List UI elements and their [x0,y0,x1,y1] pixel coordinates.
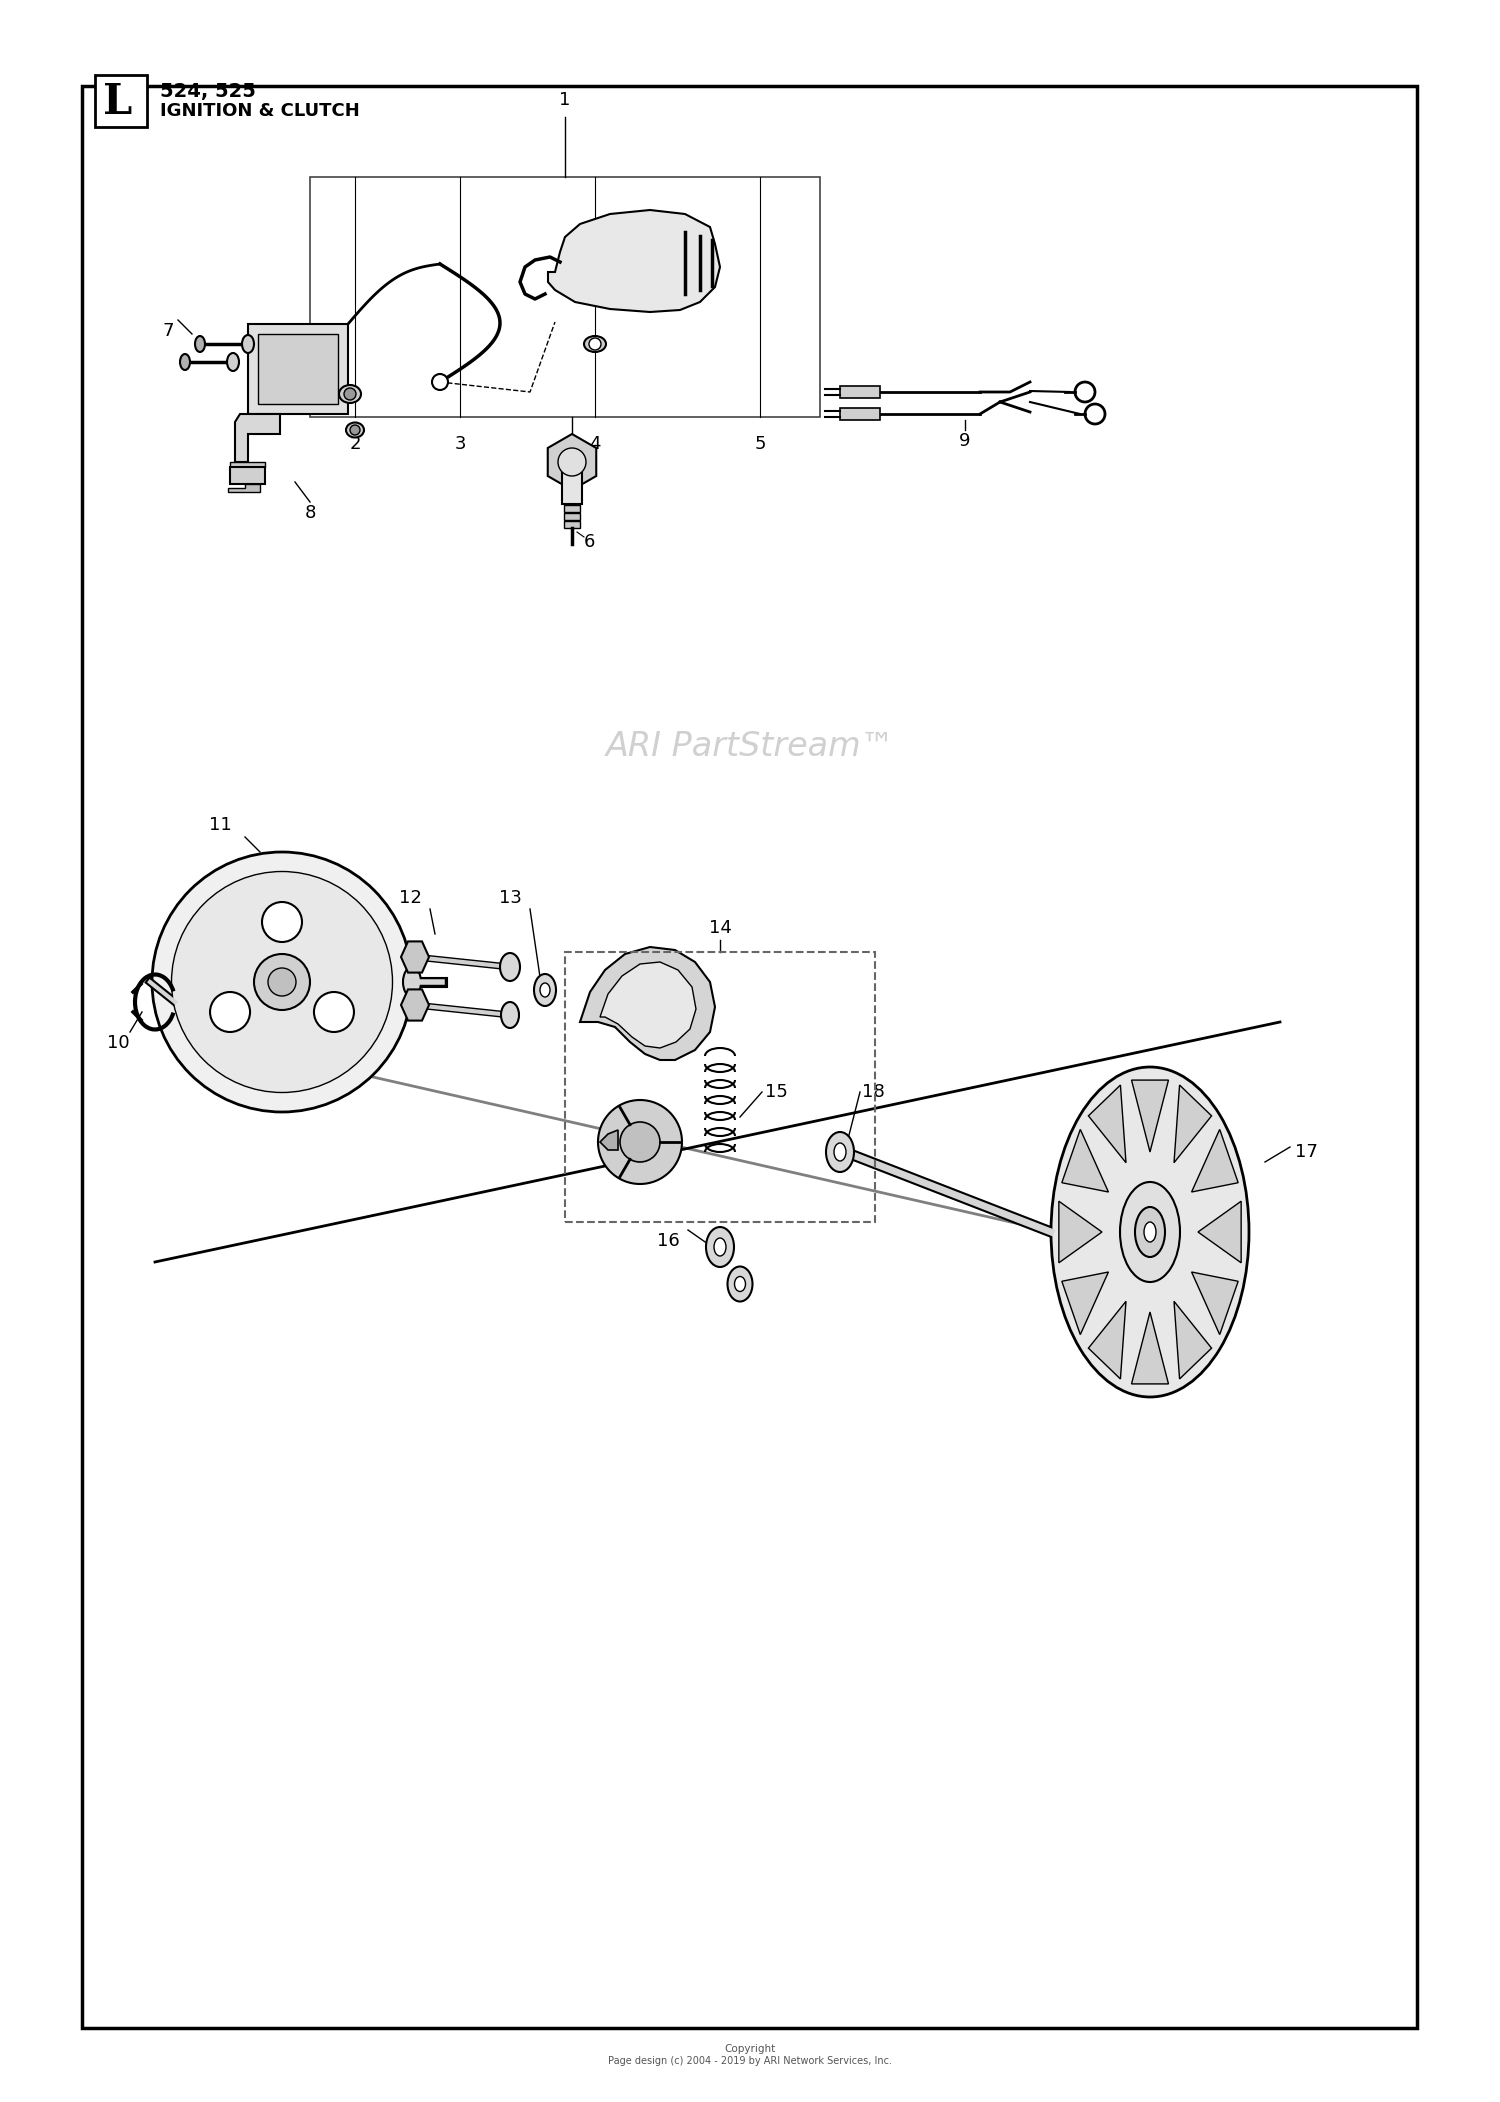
Text: 13: 13 [498,889,522,906]
Polygon shape [1062,1272,1108,1335]
Ellipse shape [1136,1207,1166,1257]
Text: 6: 6 [584,534,596,551]
Bar [310,177,821,416]
Bar [564,521,580,528]
Text: 9: 9 [960,433,970,450]
Polygon shape [1174,1301,1212,1379]
Text: 5: 5 [754,435,765,454]
Circle shape [152,851,412,1112]
Polygon shape [236,414,280,462]
Bar [564,513,580,519]
Text: 18: 18 [862,1083,885,1101]
Ellipse shape [242,334,254,353]
Bar [564,504,580,513]
Circle shape [268,969,296,996]
Ellipse shape [735,1276,746,1291]
Bar [840,387,880,397]
Polygon shape [1062,1129,1108,1192]
Ellipse shape [706,1228,734,1268]
Bar [840,408,880,420]
Text: 14: 14 [708,919,732,937]
Text: ARI PartStream™: ARI PartStream™ [606,731,894,763]
Polygon shape [1089,1085,1126,1162]
Polygon shape [600,963,696,1049]
Polygon shape [548,210,720,311]
Text: 12: 12 [399,889,422,906]
Circle shape [254,954,310,1009]
Ellipse shape [500,952,520,982]
Ellipse shape [404,967,422,996]
Text: 10: 10 [106,1034,129,1051]
Text: 1: 1 [560,90,570,109]
Text: 524, 525: 524, 525 [160,82,256,101]
Text: 4: 4 [590,435,600,454]
Ellipse shape [714,1238,726,1257]
Polygon shape [548,433,596,490]
Ellipse shape [834,1143,846,1160]
Circle shape [558,448,586,475]
Polygon shape [400,942,429,973]
Bar [258,334,338,404]
Polygon shape [230,462,266,467]
Bar [94,76,147,126]
Ellipse shape [1144,1221,1156,1242]
Text: L: L [104,82,132,124]
Polygon shape [580,948,716,1059]
Ellipse shape [728,1268,753,1301]
Ellipse shape [339,385,362,404]
Circle shape [350,425,360,435]
Bar [82,86,1417,2028]
Text: 8: 8 [304,504,315,521]
Circle shape [171,872,393,1093]
Polygon shape [1131,1080,1168,1152]
Text: 15: 15 [765,1083,788,1101]
Polygon shape [400,990,429,1022]
Text: 3: 3 [454,435,465,454]
Bar [562,462,582,504]
Text: 16: 16 [657,1232,680,1251]
Ellipse shape [1120,1181,1180,1282]
Text: 7: 7 [162,322,174,341]
Polygon shape [1089,1301,1126,1379]
Polygon shape [1059,1200,1102,1263]
Polygon shape [1131,1312,1168,1383]
Ellipse shape [226,353,238,370]
Ellipse shape [180,353,190,370]
Circle shape [314,992,354,1032]
Polygon shape [1191,1129,1237,1192]
Ellipse shape [195,336,206,351]
Text: 17: 17 [1294,1143,1318,1160]
Polygon shape [228,483,260,492]
Polygon shape [1191,1272,1237,1335]
Text: IGNITION & CLUTCH: IGNITION & CLUTCH [160,103,360,120]
Text: Page design (c) 2004 - 2019 by ARI Network Services, Inc.: Page design (c) 2004 - 2019 by ARI Netwo… [608,2056,892,2066]
Polygon shape [230,467,266,483]
Text: 2: 2 [350,435,360,454]
Circle shape [590,338,602,351]
Ellipse shape [540,984,550,996]
Polygon shape [1174,1085,1212,1162]
Circle shape [598,1099,682,1183]
Ellipse shape [346,423,364,437]
Bar [248,324,348,414]
Bar [566,952,874,1221]
Circle shape [262,902,302,942]
Polygon shape [600,1131,618,1150]
Ellipse shape [584,336,606,351]
Ellipse shape [534,973,556,1007]
Circle shape [432,374,448,391]
Circle shape [620,1122,660,1162]
Polygon shape [1198,1200,1240,1263]
Ellipse shape [1052,1068,1250,1398]
Ellipse shape [827,1133,854,1173]
Circle shape [344,389,355,399]
Text: 11: 11 [209,816,231,834]
Text: Copyright: Copyright [724,2043,776,2054]
Ellipse shape [501,1003,519,1028]
Circle shape [210,992,251,1032]
